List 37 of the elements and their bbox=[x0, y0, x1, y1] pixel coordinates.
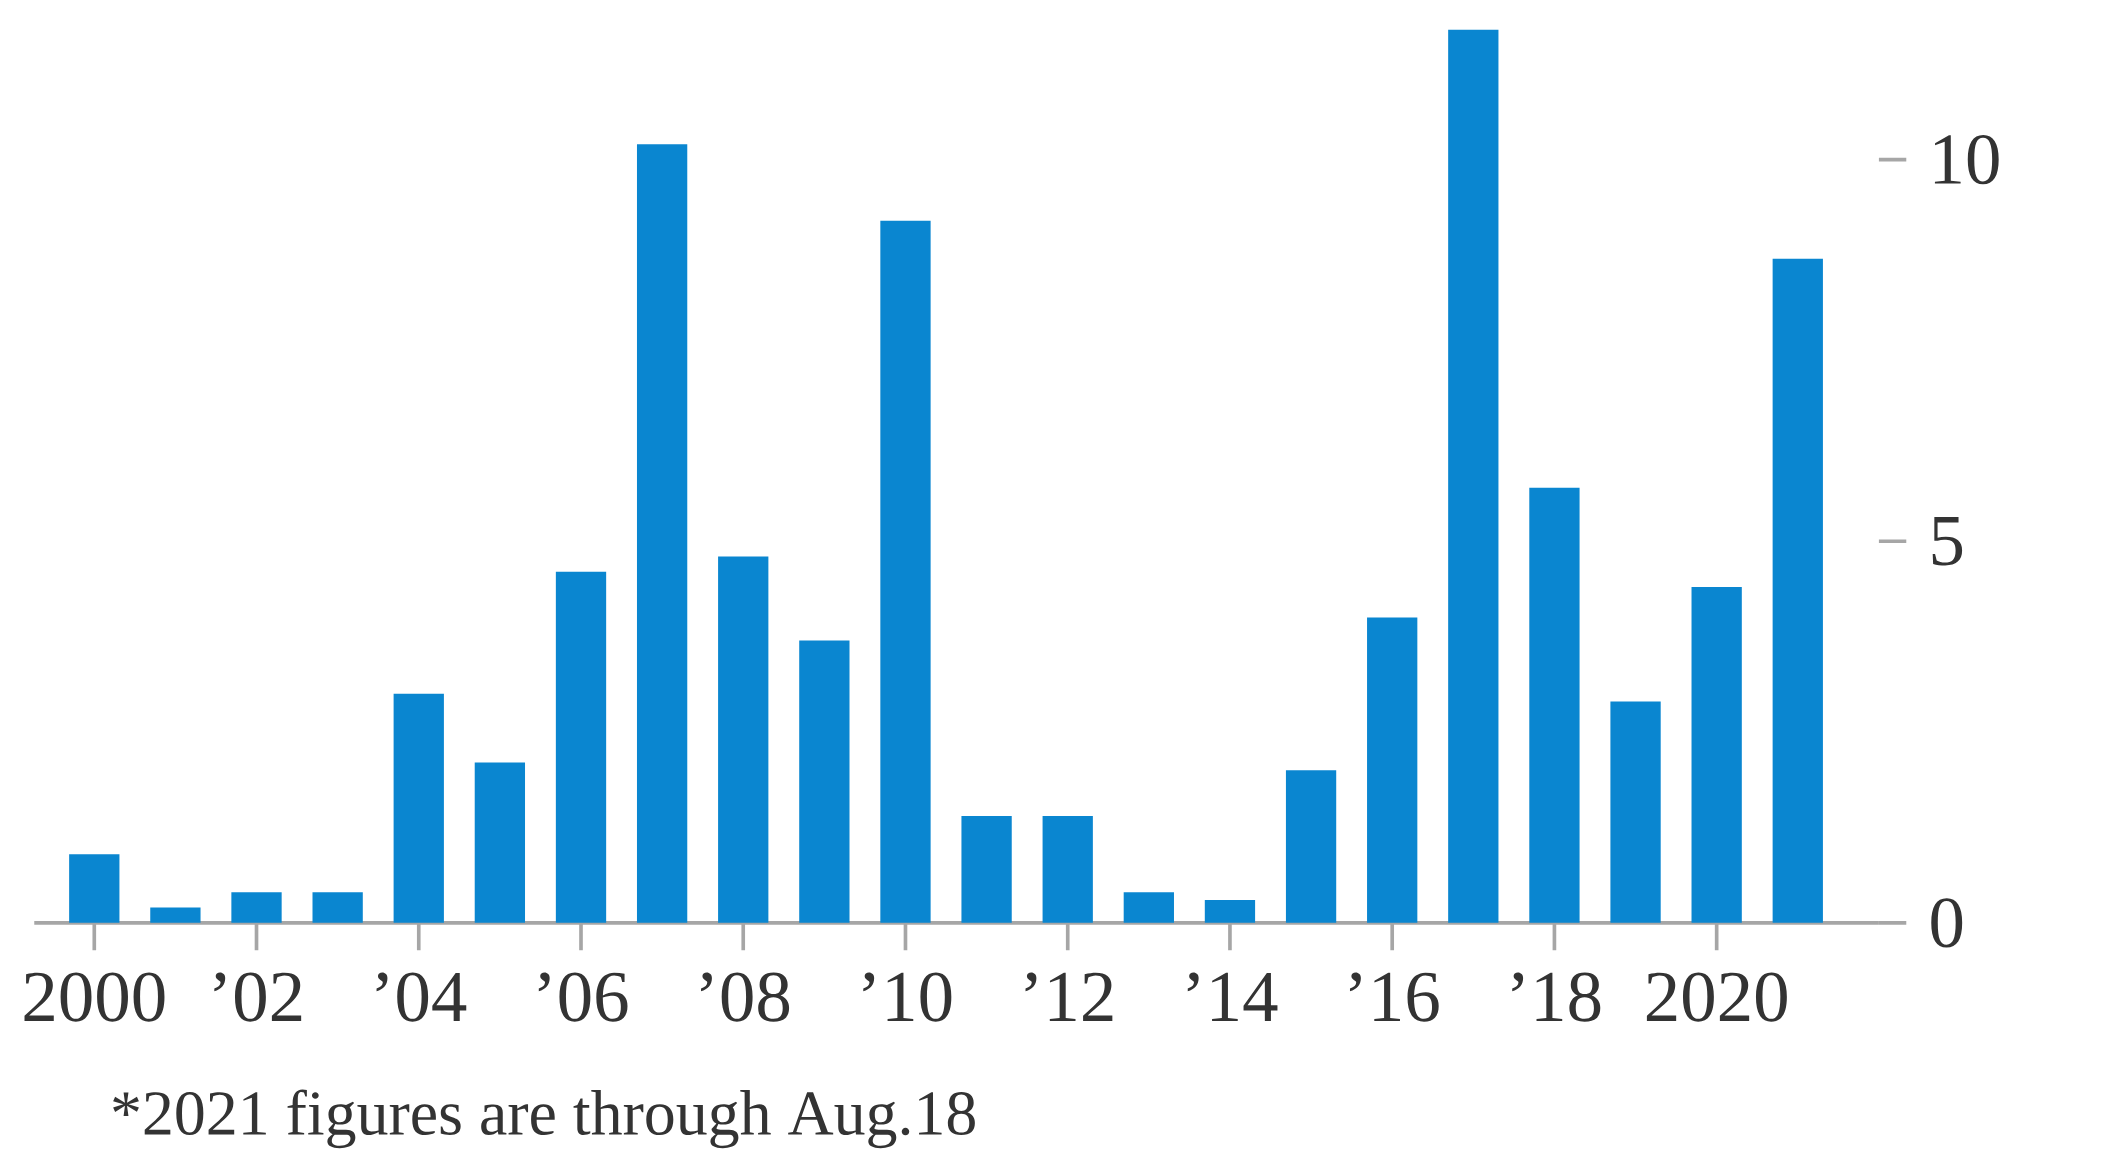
x-tick-label: ’16 bbox=[1349, 972, 1439, 1022]
bar bbox=[880, 220, 931, 923]
bar bbox=[1529, 487, 1580, 923]
bar bbox=[1772, 258, 1823, 923]
bar bbox=[636, 144, 688, 923]
bar bbox=[69, 853, 120, 923]
bar bbox=[961, 815, 1012, 923]
bar bbox=[1285, 769, 1337, 923]
bar bbox=[393, 693, 444, 923]
bar bbox=[312, 892, 363, 923]
x-tick-label: 2020 bbox=[1646, 972, 1787, 1022]
bar bbox=[1204, 899, 1256, 923]
y-tick-label: 0 bbox=[1931, 898, 1963, 948]
bar bbox=[1123, 892, 1174, 923]
bar bbox=[799, 640, 850, 923]
x-tick-label: ’08 bbox=[701, 972, 790, 1022]
x-tick-label: ’02 bbox=[214, 972, 302, 1022]
bar bbox=[555, 571, 607, 923]
bar bbox=[1367, 617, 1418, 923]
bar bbox=[718, 556, 769, 923]
text: *2021 figures are through Aug.18 bbox=[113, 1089, 975, 1148]
y-tick-label: 5 bbox=[1932, 516, 1963, 566]
x-tick-label: ’04 bbox=[376, 972, 467, 1022]
bar bbox=[1448, 29, 1499, 923]
x-tick-label: ’06 bbox=[538, 972, 628, 1022]
bar bbox=[150, 907, 201, 923]
bar bbox=[474, 762, 526, 923]
bar bbox=[1610, 701, 1661, 923]
x-tick-label: ’10 bbox=[863, 972, 952, 1022]
x-tick-label: ’14 bbox=[1187, 972, 1278, 1021]
x-tick-label: ’12 bbox=[1025, 972, 1113, 1021]
y-tick-label: 10 bbox=[1934, 134, 1999, 184]
bar bbox=[1691, 586, 1742, 923]
x-tick-label: ’18 bbox=[1512, 972, 1601, 1022]
x-tick-label: 2000 bbox=[24, 972, 165, 1022]
bar bbox=[1042, 815, 1093, 923]
bar bbox=[231, 892, 282, 923]
